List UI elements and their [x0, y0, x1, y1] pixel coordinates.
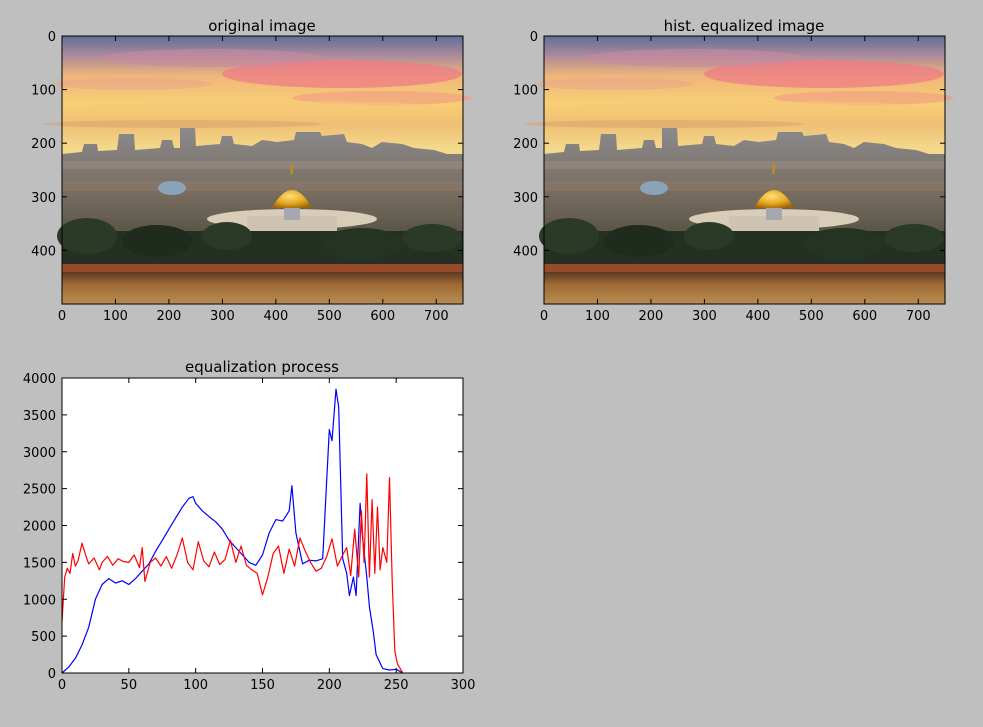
chart-ytick-label: 3500 — [23, 409, 56, 424]
original-xtick-label: 700 — [424, 309, 449, 324]
equalized-xtick-label: 600 — [852, 309, 877, 324]
chart-ytick-label: 1500 — [23, 556, 56, 571]
original-ytick-label: 100 — [31, 84, 56, 99]
equalized-xtick-label: 700 — [906, 309, 931, 324]
original-image-title: original image — [208, 17, 316, 35]
equalized-image-title: hist. equalized image — [664, 17, 825, 35]
original-xtick-label: 300 — [210, 309, 235, 324]
equalized-xtick-label: 200 — [639, 309, 664, 324]
chart-ytick-label: 1000 — [23, 593, 56, 608]
chart-title: equalization process — [185, 358, 339, 376]
series-line-1 — [61, 473, 404, 674]
equalized-xtick-label: 0 — [540, 309, 548, 324]
original-ytick-label: 0 — [48, 30, 56, 45]
chart-xtick-label: 50 — [121, 678, 138, 693]
series-line-0 — [61, 388, 404, 674]
original-ytick-label: 400 — [31, 244, 56, 259]
plot-area — [62, 378, 463, 673]
chart-xtick-label: 0 — [58, 678, 66, 693]
original-image-axes: original image 0 100 200 300 400 500 600 700 0 10… — [31, 17, 472, 324]
chart-ytick-label: 2000 — [23, 520, 56, 535]
equalized-xtick-label: 100 — [585, 309, 610, 324]
chart-xtick-label: 250 — [384, 678, 409, 693]
equalized-xtick-label: 300 — [692, 309, 717, 324]
original-xtick-label: 0 — [58, 309, 66, 324]
equalized-ytick-label: 0 — [530, 30, 538, 45]
equalized-xtick-label: 400 — [745, 309, 770, 324]
original-ytick-label: 300 — [31, 191, 56, 206]
histogram-chart: equalization process 0 50 100 150 200 250 3000… — [23, 358, 476, 693]
equalized-ytick-label: 100 — [513, 84, 538, 99]
original-ytick-label: 200 — [31, 137, 56, 152]
original-xtick-label: 400 — [263, 309, 288, 324]
equalized-xtick-label: 500 — [799, 309, 824, 324]
equalized-ytick-label: 200 — [513, 137, 538, 152]
original-xtick-label: 500 — [317, 309, 342, 324]
equalized-image — [524, 36, 954, 304]
original-xtick-label: 100 — [103, 309, 128, 324]
chart-ytick-label: 0 — [48, 667, 56, 682]
original-xtick-label: 600 — [370, 309, 395, 324]
chart-xtick-label: 300 — [451, 678, 476, 693]
chart-xtick-label: 100 — [183, 678, 208, 693]
equalized-ytick-label: 300 — [513, 191, 538, 206]
chart-ytick-label: 500 — [31, 630, 56, 645]
equalized-ytick-label: 400 — [513, 244, 538, 259]
chart-ytick-label: 2500 — [23, 483, 56, 498]
chart-xtick-label: 150 — [250, 678, 275, 693]
equalized-image-axes: hist. equalized image 0 100 200 300 400 500 60… — [513, 17, 954, 324]
chart-xtick-label: 200 — [317, 678, 342, 693]
chart-ytick-label: 4000 — [23, 372, 56, 387]
chart-ytick-label: 3000 — [23, 446, 56, 461]
original-image — [42, 36, 472, 304]
original-xtick-label: 200 — [157, 309, 182, 324]
